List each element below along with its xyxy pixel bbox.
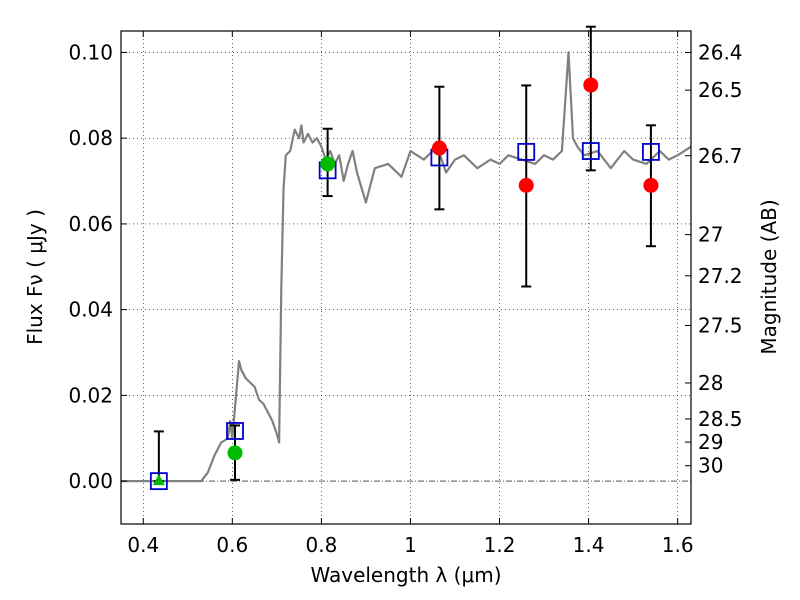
model-photometry-points: [149, 142, 660, 491]
grid: [121, 31, 691, 524]
y-tick-label: 0.00: [68, 469, 113, 493]
observed-flux-point: [583, 77, 599, 93]
magnitude-tick-label: 27.5: [698, 314, 743, 338]
y-tick-label: 0.10: [68, 40, 113, 64]
magnitude-tick-label: 26.4: [698, 40, 743, 64]
observed-photometry-points: [152, 77, 659, 486]
model-photometry-square: [642, 142, 660, 161]
observed-flux-point: [227, 445, 243, 461]
magnitude-tick-label: 26.5: [698, 78, 743, 102]
upper-limit-triangle: [152, 474, 165, 486]
x-tick-label: 0.8: [305, 533, 337, 557]
y-tick-label: 0.06: [68, 212, 113, 236]
y-axis-label: Flux Fν ( μJy ): [23, 209, 47, 345]
x-tick-label: 1.4: [573, 533, 605, 557]
model-photometry-square: [517, 142, 536, 161]
magnitude-tick-label: 28: [698, 371, 723, 395]
model-photometry-square: [149, 472, 168, 491]
y-axis-ticks: 0.00 0.02 0.04 0.06 0.08 0.10: [68, 40, 127, 493]
x-tick-label: 0.6: [216, 533, 248, 557]
x-tick-label: 1.2: [484, 533, 516, 557]
x-tick-label: 1: [404, 533, 417, 557]
x-tick-label: 1.6: [662, 533, 694, 557]
magnitude-tick-label: 26.7: [698, 144, 743, 168]
magnitude-tick-label: 30: [698, 454, 723, 478]
magnitude-tick-label: 27: [698, 223, 723, 247]
x-axis-label: Wavelength λ (μm): [310, 563, 501, 587]
model-photometry-square: [581, 142, 600, 160]
magnitude-tick-label: 28.5: [698, 407, 743, 431]
plot-frame: [120, 30, 692, 525]
model-photometry-square: [226, 422, 244, 440]
observed-flux-point: [320, 156, 336, 172]
y-tick-label: 0.04: [68, 298, 113, 322]
y-tick-label: 0.08: [68, 126, 113, 150]
observed-flux-point: [431, 140, 447, 156]
magnitude-tick-label: 27.2: [698, 264, 743, 288]
magnitude-axis-label: Magnitude (AB): [757, 199, 781, 354]
magnitude-tick-label: 29: [698, 430, 723, 454]
x-axis-ticks: 0.4 0.6 0.8 1 1.2 1.4 1.6: [127, 31, 694, 557]
observed-flux-point: [643, 177, 659, 193]
observed-flux-point: [518, 177, 534, 193]
model-spectrum-line: [121, 51, 692, 483]
x-tick-label: 0.4: [127, 533, 159, 557]
error-bars: [153, 25, 656, 483]
y-tick-label: 0.02: [68, 383, 113, 407]
